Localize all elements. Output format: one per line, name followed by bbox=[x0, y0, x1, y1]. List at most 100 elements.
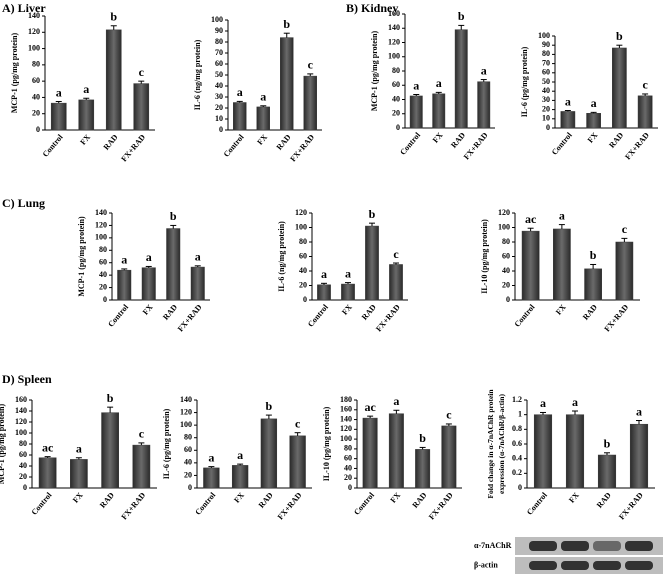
x-tick-label: Control bbox=[550, 130, 574, 157]
bar bbox=[256, 106, 270, 131]
y-tick-label: 100 bbox=[211, 15, 223, 24]
y-tick-label: 0 bbox=[36, 125, 40, 134]
y-tick-label: 40 bbox=[502, 266, 510, 275]
y-tick-label: 100 bbox=[538, 31, 550, 40]
significance-label: a bbox=[565, 94, 571, 108]
y-tick-label: 0.8 bbox=[512, 424, 522, 433]
significance-label: b bbox=[170, 209, 177, 223]
y-tick-label: 100 bbox=[15, 428, 27, 437]
bar bbox=[78, 99, 95, 131]
y-tick-label: 60 bbox=[392, 80, 400, 89]
y-tick-label: 20 bbox=[344, 473, 352, 482]
significance-label: c bbox=[642, 78, 648, 92]
x-tick-label: FX bbox=[78, 133, 92, 147]
x-tick-label: Control bbox=[352, 490, 376, 517]
y-tick-label: 80 bbox=[502, 237, 510, 246]
y-tick-label: 30 bbox=[542, 95, 550, 104]
y-tick-label: 0 bbox=[396, 123, 400, 132]
x-tick-label: RAD bbox=[607, 131, 625, 150]
y-axis-label: expression (α-7nAChR/β-actin) bbox=[497, 394, 506, 494]
significance-label: b bbox=[590, 248, 597, 262]
bar bbox=[190, 266, 205, 301]
y-tick-label: 160 bbox=[340, 405, 352, 414]
bar bbox=[365, 225, 379, 301]
y-tick-label: 60 bbox=[344, 453, 352, 462]
y-tick-label: 20 bbox=[502, 280, 510, 289]
bar bbox=[432, 93, 446, 129]
y-tick-label: 90 bbox=[542, 40, 550, 49]
bar bbox=[533, 414, 553, 489]
y-tick-label: 20 bbox=[299, 280, 307, 289]
x-tick-label: RAD bbox=[98, 491, 116, 510]
y-tick-label: 90 bbox=[215, 26, 223, 35]
y-tick-label: 80 bbox=[184, 433, 192, 442]
y-axis-label: IL-6 (pg/mg protein) bbox=[162, 408, 171, 479]
significance-label: a bbox=[260, 90, 266, 104]
x-tick-label: RAD bbox=[581, 303, 599, 322]
significance-label: b bbox=[604, 437, 611, 451]
y-axis-label: IL-10 (pg/mg protein) bbox=[322, 406, 331, 481]
significance-label: c bbox=[139, 427, 145, 441]
y-tick-label: 0 bbox=[348, 483, 352, 492]
y-tick-label: 20 bbox=[99, 282, 107, 291]
panel-title: B) Kidney bbox=[346, 1, 398, 15]
y-tick-label: 70 bbox=[542, 58, 550, 67]
y-tick-label: 80 bbox=[299, 237, 307, 246]
bar bbox=[317, 284, 331, 301]
x-tick-label: Control bbox=[222, 132, 246, 159]
y-tick-label: 0.2 bbox=[512, 468, 522, 477]
bar bbox=[637, 95, 653, 129]
significance-label: a bbox=[540, 396, 546, 410]
y-tick-label: 50 bbox=[542, 77, 550, 86]
bar bbox=[132, 444, 151, 489]
bar bbox=[203, 467, 220, 489]
bar bbox=[141, 267, 156, 301]
significance-label: c bbox=[393, 247, 399, 261]
panel-title: A) Liver bbox=[2, 1, 46, 15]
x-tick-label: RAD bbox=[275, 133, 293, 152]
y-tick-label: 40 bbox=[19, 461, 27, 470]
y-tick-label: 120 bbox=[498, 208, 510, 217]
y-tick-label: 20 bbox=[184, 470, 192, 479]
y-tick-label: 80 bbox=[32, 60, 40, 69]
significance-label: a bbox=[121, 253, 127, 267]
bar bbox=[303, 75, 317, 131]
significance-label: b bbox=[283, 17, 290, 31]
significance-label: b bbox=[369, 207, 376, 221]
bar bbox=[50, 102, 67, 131]
x-tick-label: FX+RAD bbox=[288, 133, 316, 164]
x-tick-label: FX+RAD bbox=[623, 131, 651, 162]
y-tick-label: 60 bbox=[32, 76, 40, 85]
bar bbox=[388, 413, 404, 489]
y-tick-label: 40 bbox=[344, 463, 352, 472]
x-tick-label: FX bbox=[141, 303, 155, 317]
significance-label: a bbox=[195, 250, 201, 264]
y-tick-label: 0 bbox=[188, 483, 192, 492]
y-tick-label: 140 bbox=[340, 414, 352, 423]
y-tick-label: 160 bbox=[15, 395, 27, 404]
y-tick-label: 0 bbox=[103, 295, 107, 304]
significance-label: c bbox=[446, 408, 452, 422]
bar bbox=[166, 228, 181, 301]
y-tick-label: 20 bbox=[215, 103, 223, 112]
x-tick-label: Control bbox=[525, 490, 549, 517]
significance-label: a bbox=[208, 450, 214, 464]
panel-title: D) Spleen bbox=[2, 372, 52, 386]
y-tick-label: 140 bbox=[15, 406, 27, 415]
blot-label: α-7nAChR bbox=[474, 541, 512, 550]
y-tick-label: 40 bbox=[184, 458, 192, 467]
panel-title: C) Lung bbox=[2, 196, 45, 210]
x-tick-label: RAD bbox=[411, 491, 429, 510]
bar bbox=[289, 435, 306, 489]
x-tick-label: FX bbox=[232, 491, 246, 505]
significance-label: a bbox=[237, 448, 243, 462]
x-tick-label: FX+RAD bbox=[602, 303, 630, 334]
y-tick-label: 60 bbox=[19, 450, 27, 459]
bar bbox=[362, 417, 378, 489]
bar bbox=[586, 113, 601, 129]
x-tick-label: Control bbox=[30, 490, 54, 517]
x-tick-label: Control bbox=[513, 302, 537, 329]
y-tick-label: 80 bbox=[99, 245, 107, 254]
y-tick-label: 0 bbox=[546, 123, 550, 132]
bar bbox=[612, 47, 627, 129]
